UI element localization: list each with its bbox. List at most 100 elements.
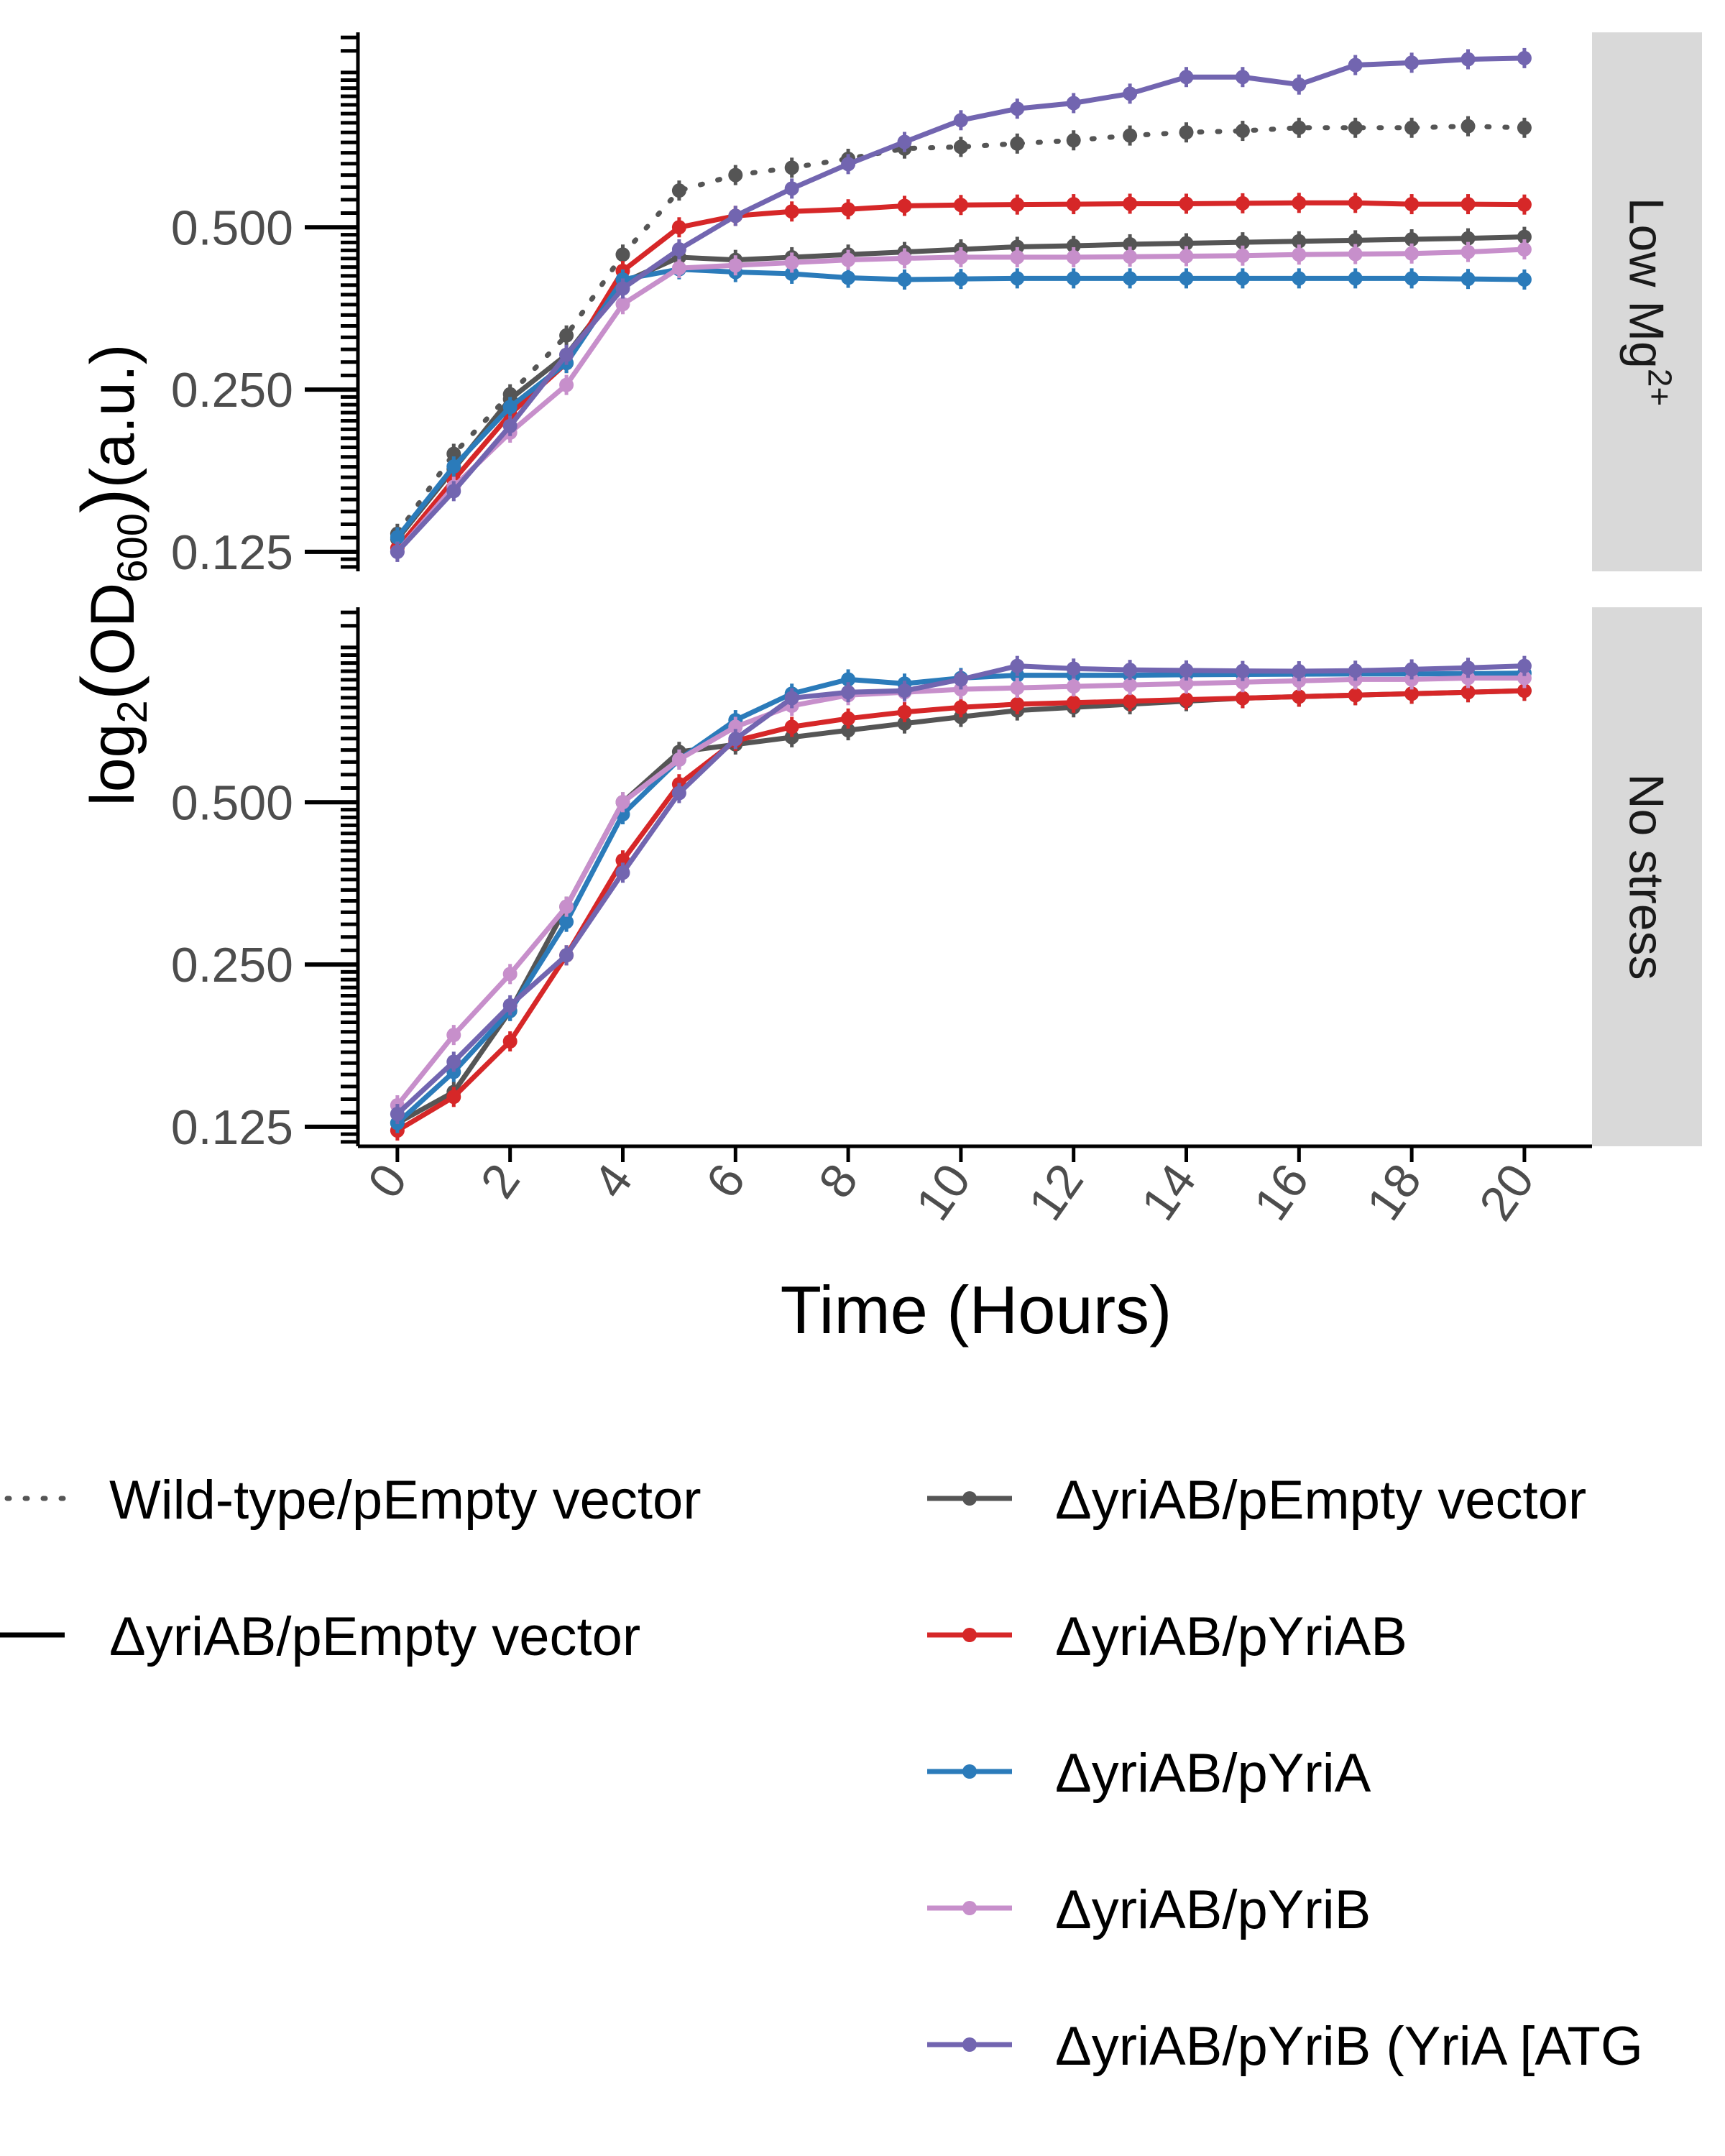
y-tick-label: 0.500	[171, 775, 293, 830]
data-point	[1123, 271, 1138, 286]
series-line	[395, 675, 1527, 1108]
legend-label: Wild-type/pEmpty vector	[109, 1470, 702, 1531]
data-point	[897, 683, 912, 699]
y-title-od: OD	[78, 583, 147, 676]
data-point	[1010, 101, 1025, 116]
x-tick-label: 20	[1469, 1154, 1545, 1230]
data-point	[1348, 247, 1363, 262]
y-tick-label: 0.125	[171, 525, 293, 580]
data-point	[1066, 96, 1081, 111]
facet-strip	[1592, 32, 1702, 571]
data-point	[1066, 271, 1081, 286]
data-point	[1292, 689, 1307, 704]
data-point	[953, 198, 968, 213]
series-wildtype	[390, 116, 1532, 544]
data-point	[1404, 246, 1420, 261]
data-point	[1460, 671, 1476, 686]
data-point	[897, 251, 912, 266]
data-point	[1179, 692, 1194, 707]
legend-key-point	[962, 1764, 977, 1779]
data-point	[559, 899, 574, 914]
y-tick-label: 0.500	[171, 201, 293, 255]
data-point	[1404, 55, 1420, 70]
data-point	[446, 446, 461, 461]
facet-strip-label: No stress	[1619, 773, 1674, 980]
data-point	[1235, 195, 1250, 211]
data-point	[953, 700, 968, 715]
legend-item-linetype: Wild-type/pEmpty vector	[4, 1470, 702, 1531]
data-point	[1066, 133, 1081, 148]
y-title-paren-close: )	[67, 488, 150, 513]
data-point	[1235, 70, 1250, 85]
data-point	[615, 247, 630, 262]
data-point	[1348, 271, 1363, 286]
legend-item-pYriB: ΔyriAB/pYriB	[927, 1879, 1371, 1940]
series-pYriA	[390, 259, 1532, 548]
data-point	[446, 1028, 461, 1043]
series-line	[395, 663, 1527, 1117]
legend-label: ΔyriAB/pYriB	[1055, 1879, 1371, 1940]
data-point	[1010, 696, 1025, 711]
data-point	[1517, 120, 1532, 135]
data-point	[728, 167, 743, 183]
data-point	[1517, 272, 1532, 287]
x-tick-label: 12	[1018, 1154, 1094, 1230]
data-point	[1179, 70, 1194, 85]
series-pYriA	[390, 663, 1532, 1133]
data-point	[1292, 247, 1307, 262]
data-point	[559, 914, 574, 929]
data-point	[841, 711, 856, 726]
x-tick-label: 18	[1356, 1154, 1432, 1230]
facet-strip-superscript: 2+	[1642, 369, 1679, 406]
data-point	[1123, 249, 1138, 264]
data-point	[502, 998, 518, 1013]
data-point	[1404, 271, 1420, 286]
data-point	[728, 208, 743, 224]
x-axis-title: Time (Hours)	[781, 1272, 1172, 1348]
data-point	[1235, 271, 1250, 286]
data-point	[1123, 236, 1138, 252]
legend-item-empty: ΔyriAB/pEmpty vector	[927, 1470, 1586, 1531]
y-title-paren-open: (	[67, 675, 150, 700]
facet-strip-label: Low Mg2+	[1619, 198, 1679, 407]
facet-strip-main: No stress	[1619, 773, 1674, 980]
data-point	[1066, 239, 1081, 254]
data-point	[841, 672, 856, 687]
data-point	[671, 786, 686, 801]
y-tick-label: 0.250	[171, 363, 293, 418]
series-line	[395, 247, 1527, 555]
series-line	[395, 267, 1527, 540]
data-point	[1348, 195, 1363, 211]
data-point	[559, 328, 574, 343]
legend-label: ΔyriAB/pEmpty vector	[1055, 1470, 1586, 1531]
series-pYriB_ATG	[390, 47, 1532, 562]
data-point	[784, 181, 799, 196]
x-tick-label: 2	[470, 1154, 530, 1208]
data-point	[897, 134, 912, 149]
data-point	[390, 544, 405, 559]
x-tick-label: 4	[583, 1154, 643, 1208]
data-point	[1292, 195, 1307, 211]
y-title-log: log	[78, 724, 147, 806]
legend-item-linetype: ΔyriAB/pEmpty vector	[0, 1606, 640, 1667]
data-point	[615, 865, 630, 880]
facet-strip	[1592, 607, 1702, 1146]
data-point	[784, 204, 799, 219]
data-point	[1235, 675, 1250, 690]
data-point	[953, 139, 968, 155]
data-point	[446, 1089, 461, 1105]
legend-item-pYriA: ΔyriAB/pYriA	[927, 1743, 1371, 1804]
x-tick-label: 16	[1243, 1154, 1320, 1230]
data-point	[784, 255, 799, 270]
data-point	[841, 270, 856, 285]
data-point	[446, 459, 461, 474]
data-point	[1460, 52, 1476, 67]
legend-key-point	[962, 1628, 977, 1642]
y-axis-title: log2(OD600)(a.u.)	[67, 344, 156, 806]
data-point	[390, 530, 405, 545]
data-point	[1066, 695, 1081, 710]
data-point	[1292, 234, 1307, 249]
data-point	[728, 258, 743, 273]
data-point	[671, 242, 686, 257]
data-point	[1235, 235, 1250, 250]
